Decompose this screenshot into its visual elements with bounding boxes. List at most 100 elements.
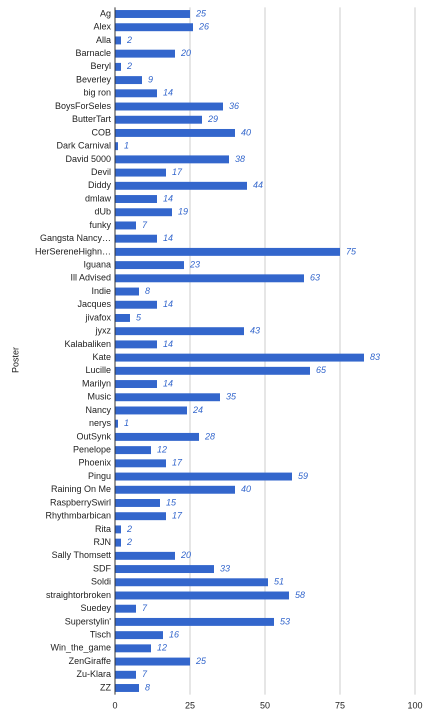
bar [115,168,166,177]
value-label: 59 [298,471,308,481]
bar [115,208,172,217]
bar [115,446,151,455]
value-label: 8 [145,286,150,296]
value-label: 19 [178,207,188,217]
y-tick-label: Barnacle [75,48,111,58]
bar [115,604,136,613]
bar [115,300,157,309]
bar [115,684,139,692]
value-label: 36 [229,101,239,111]
x-tick-label: 25 [185,700,195,710]
bar [115,631,163,640]
y-tick-label: Soldi [91,577,111,587]
y-tick-label: funky [89,220,111,230]
x-tick-label: 100 [407,700,422,710]
value-label: 9 [148,74,153,84]
value-label: 2 [126,61,132,71]
y-tick-label: Superstylin' [65,616,112,626]
x-tick-label: 0 [112,700,117,710]
y-tick-label: Ag [100,8,111,18]
value-label: 14 [163,299,173,309]
y-tick-label: Sally Thomsett [52,550,112,560]
bar [115,485,235,494]
value-label: 7 [142,603,148,613]
value-label: 14 [163,193,173,203]
bar [115,525,121,534]
value-label: 7 [142,220,148,230]
value-label: 12 [157,643,167,653]
bar [115,274,304,283]
y-tick-label: SDF [93,563,112,573]
bar [115,459,166,468]
y-tick-label: ZZ [100,682,111,692]
x-tick-label: 75 [335,700,345,710]
value-label: 17 [172,458,183,468]
value-label: 24 [192,405,203,415]
y-tick-label: Rita [95,524,111,534]
bar [115,499,160,507]
value-label: 17 [172,511,183,521]
bar [115,670,136,679]
y-tick-label: David 5000 [65,154,111,164]
bar [115,393,220,402]
y-tick-label: Phoenix [78,458,111,468]
bar [115,142,118,151]
bar [115,406,187,415]
bar [115,62,121,71]
y-tick-label: Alex [93,22,111,32]
bar [115,366,310,375]
bar [115,247,340,256]
value-label: 29 [207,114,218,124]
value-label: 38 [235,154,245,164]
value-label: 20 [180,48,191,58]
y-tick-label: Lucille [85,365,111,375]
value-label: 53 [280,616,290,626]
value-label: 16 [169,630,179,640]
y-tick-label: Beverley [76,74,112,84]
value-label: 33 [220,563,230,573]
value-label: 44 [253,180,263,190]
y-tick-label: OutSynk [76,431,111,441]
bar [115,10,190,18]
value-label: 2 [126,524,132,534]
value-label: 25 [195,8,207,18]
y-tick-label: Kalabaliken [64,339,111,349]
bar [115,538,121,547]
y-tick-label: Tisch [90,630,111,640]
value-label: 40 [241,484,251,494]
y-tick-label: Rhythmbarbican [45,511,111,521]
y-tick-label: Music [87,392,111,402]
y-axis-label: Poster [10,347,20,373]
y-tick-label: RaspberrySwirl [50,497,111,507]
value-label: 51 [274,577,284,587]
value-label: 14 [163,88,173,98]
y-tick-label: RJN [94,537,112,547]
bar [115,287,139,296]
value-label: 17 [172,167,183,177]
bar [115,195,157,203]
value-label: 7 [142,669,148,679]
y-tick-label: Devil [91,167,111,177]
value-label: 35 [226,392,237,402]
y-tick-label: Alla [96,35,111,45]
y-tick-label: ButterTart [72,114,112,124]
bar [115,115,202,124]
bar [115,644,151,653]
value-label: 15 [166,497,177,507]
value-label: 20 [180,550,191,560]
y-tick-label: Nancy [85,405,111,415]
y-tick-label: Diddy [88,180,112,190]
bar [115,565,214,574]
value-label: 5 [136,312,142,322]
value-label: 2 [126,537,132,547]
value-label: 8 [145,682,150,692]
value-label: 58 [295,590,305,600]
value-label: 14 [163,378,173,388]
bar [115,128,235,137]
bar [115,380,157,389]
y-tick-label: Beryl [90,61,111,71]
y-tick-label: Suedey [80,603,111,613]
bar [115,102,223,111]
bar [115,340,157,349]
